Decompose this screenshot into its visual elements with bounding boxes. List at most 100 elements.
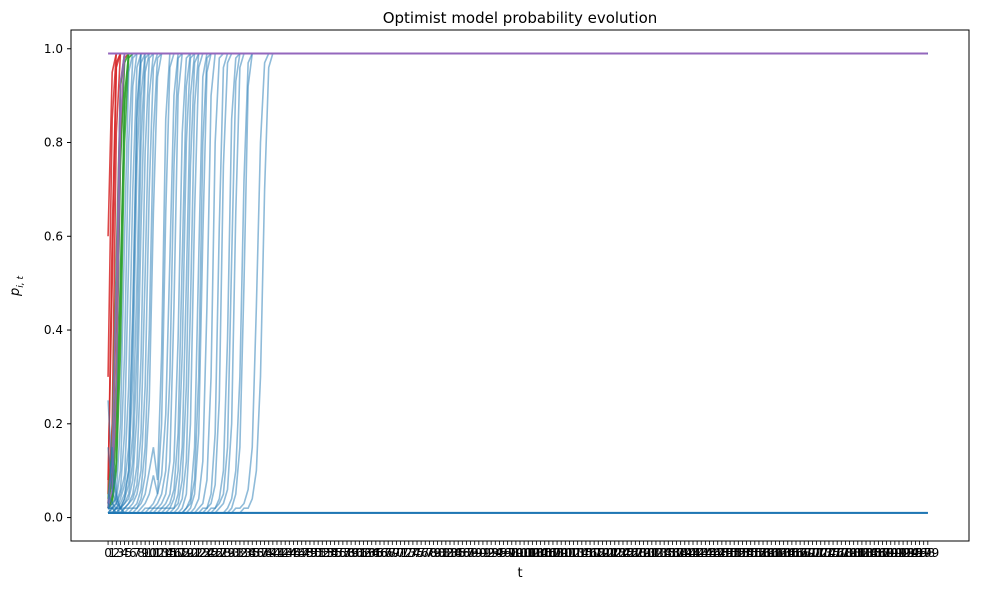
x-tick-label: 174 [813,546,836,560]
x-tick-label: 32 [232,546,247,560]
x-tick-label: 136 [657,546,680,560]
x-tick-label: 66 [372,546,387,560]
x-tick-label: 29 [220,546,235,560]
x-tick-label: 199 [916,546,939,560]
x-tick-label: 14 [158,546,173,560]
x-tick-label: 130 [632,546,655,560]
x-tick-label: 61 [352,546,367,560]
x-tick-label: 149 [710,546,733,560]
x-tick-label: 2 [112,546,120,560]
y-tick-label: 0.4 [44,323,63,337]
x-tick-label: 9 [141,546,149,560]
x-tick-label: 120 [591,546,614,560]
x-tick-label: 19 [179,546,194,560]
x-tick-label: 69 [385,546,400,560]
x-tick-label: 161 [760,546,783,560]
x-tick-label: 79 [426,546,441,560]
x-tick-label: 123 [603,546,626,560]
x-tick-label: 179 [834,546,857,560]
x-tick-label: 137 [661,546,684,560]
x-tick-label: 88 [463,546,478,560]
x-tick-label: 192 [888,546,911,560]
x-tick-label: 75 [409,546,424,560]
x-tick-label: 83 [442,546,457,560]
x-tick-label: 54 [323,546,338,560]
x-tick-label: 5 [125,546,133,560]
x-tick-label: 38 [257,546,272,560]
x-tick-label: 43 [278,546,293,560]
x-tick-label: 154 [731,546,754,560]
x-tick-label: 46 [290,546,305,560]
y-tick-label: 0.0 [44,511,63,525]
series-line-24 [108,52,928,514]
x-tick-label: 152 [723,546,746,560]
x-tick-label: 91 [475,546,490,560]
x-tick-label: 198 [912,546,935,560]
x-tick-label: 59 [343,546,358,560]
x-tick-label: 40 [265,546,280,560]
x-tick-label: 157 [743,546,766,560]
x-tick-label: 30 [224,546,239,560]
x-tick-label: 47 [294,546,309,560]
x-tick-label: 60 [348,546,363,560]
x-tick-label: 112 [558,546,581,560]
x-tick-label: 118 [583,546,606,560]
x-tick-label: 36 [249,546,264,560]
x-axis-label: t [517,566,522,581]
chart-title: Optimist model probability evolution [383,9,658,27]
x-tick-label: 193 [892,546,915,560]
x-tick-label: 194 [896,546,919,560]
x-tick-label: 121 [595,546,618,560]
x-tick-label: 140 [673,546,696,560]
x-tick-label: 98 [504,546,519,560]
x-tick-label: 41 [269,546,284,560]
x-tick-label: 50 [306,546,321,560]
x-tick-label: 51 [311,546,326,560]
x-tick-label: 143 [686,546,709,560]
series-layer [107,52,928,514]
x-tick-label: 28 [216,546,231,560]
x-tick-label: 150 [715,546,738,560]
x-tick-label: 8 [137,546,145,560]
x-tick-label: 34 [240,546,255,560]
x-tick-label: 53 [319,546,334,560]
x-tick-label: 102 [517,546,540,560]
x-tick-label: 182 [846,546,869,560]
x-tick-label: 55 [327,546,342,560]
x-tick-label: 25 [203,546,218,560]
x-tick-label: 148 [706,546,729,560]
x-tick-label: 1 [108,546,116,560]
x-tick-label: 131 [636,546,659,560]
x-tick-label: 64 [364,546,379,560]
x-tick-label: 197 [908,546,931,560]
y-axis-ticks: 0.0 0.2 0.4 0.6 0.8 1.0 [44,42,71,525]
series-line-15 [108,52,928,509]
x-tick-label: 147 [702,546,725,560]
x-tick-label: 73 [401,546,416,560]
x-tick-label: 57 [335,546,350,560]
x-tick-label: 86 [455,546,470,560]
x-tick-label: 129 [628,546,651,560]
x-tick-label: 85 [451,546,466,560]
x-tick-label: 186 [863,546,886,560]
x-tick-label: 151 [719,546,742,560]
x-tick-label: 122 [599,546,622,560]
x-tick-label: 180 [838,546,861,560]
x-tick-label: 4 [121,546,129,560]
x-tick-label: 26 [208,546,223,560]
x-tick-label: 18 [175,546,190,560]
x-tick-label: 37 [253,546,268,560]
x-tick-label: 184 [855,546,878,560]
x-tick-label: 45 [286,546,301,560]
x-tick-label: 142 [682,546,705,560]
x-tick-label: 164 [772,546,795,560]
x-tick-label: 139 [669,546,692,560]
x-tick-label: 76 [413,546,428,560]
x-tick-label: 24 [199,546,214,560]
x-tick-label: 35 [245,546,260,560]
x-tick-label: 107 [537,546,560,560]
x-tick-label: 12 [150,546,165,560]
x-tick-label: 124 [607,546,630,560]
